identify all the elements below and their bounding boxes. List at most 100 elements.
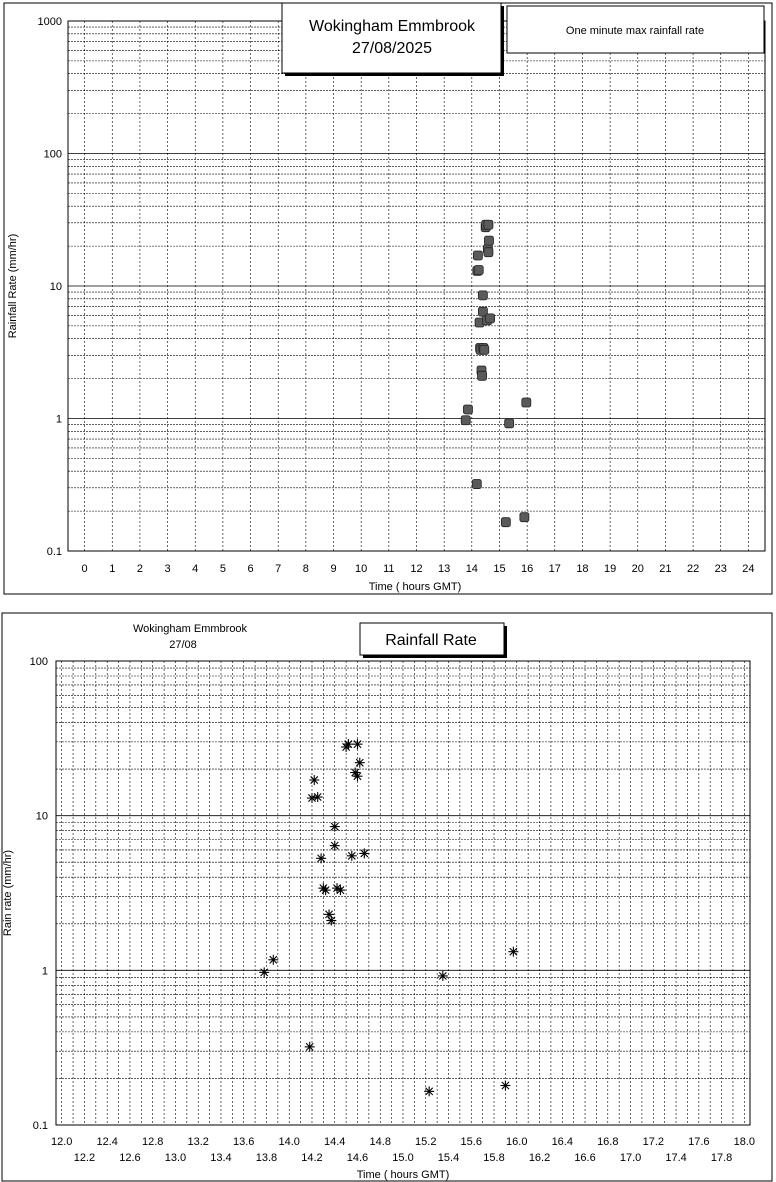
x-tick-label: 15.0 <box>392 1152 413 1164</box>
data-point <box>508 946 519 957</box>
x-tick-label: 8 <box>303 563 309 575</box>
x-tick-label: 12 <box>410 563 422 575</box>
bottom-date: 27/08 <box>169 639 197 651</box>
x-tick-label: 1 <box>109 563 115 575</box>
data-point <box>304 1041 315 1052</box>
x-tick-label: 2 <box>137 563 143 575</box>
x-tick-label: 14.0 <box>279 1136 300 1148</box>
x-tick-label: 15.8 <box>483 1152 504 1164</box>
x-tick-label: 17 <box>549 563 561 575</box>
y-tick-label: 1 <box>56 414 62 426</box>
x-tick-label: 13 <box>438 563 450 575</box>
x-tick-label: 13.0 <box>165 1152 186 1164</box>
x-tick-label: 6 <box>247 563 253 575</box>
bottom-plot-frame <box>55 660 751 1126</box>
x-tick-label: 12.8 <box>142 1136 163 1148</box>
top-chart-title: Wokingham Emmbrook <box>309 18 476 35</box>
data-point <box>335 885 346 896</box>
bottom-x-axis-label: Time ( hours GMT) <box>357 1169 450 1181</box>
y-tick-label: 10 <box>50 281 62 293</box>
x-tick-label: 9 <box>330 563 336 575</box>
x-tick-label: 17.6 <box>688 1136 709 1148</box>
data-point <box>352 771 363 782</box>
data-point <box>343 739 354 750</box>
x-tick-label: 11 <box>383 563 394 575</box>
x-tick-label: 15.4 <box>438 1152 459 1164</box>
top-legend-label: One minute max rainfall rate <box>566 25 704 37</box>
top-y-tick-labels: 0.1 1 10 100 1000 <box>38 16 62 558</box>
data-point <box>483 219 494 230</box>
data-point <box>504 418 515 429</box>
bottom-grid <box>56 661 750 1126</box>
x-tick-label: 14.6 <box>347 1152 368 1164</box>
data-point <box>259 967 270 978</box>
data-point <box>483 247 494 258</box>
y-tick-label: 100 <box>44 149 62 161</box>
x-tick-label: 16.4 <box>552 1136 573 1148</box>
x-tick-label: 17.2 <box>643 1136 664 1148</box>
top-x-tick-labels: 0 1 2 3 4 5 6 7 8 9 10 11 12 13 14 15 16 17 18 19 20 21 22 23 24 <box>82 563 755 575</box>
data-point <box>485 313 495 324</box>
data-point <box>268 954 279 965</box>
data-point <box>329 821 340 832</box>
x-tick-label: 12.2 <box>74 1152 95 1164</box>
x-tick-label: 15 <box>493 563 505 575</box>
x-tick-label: 16.6 <box>574 1152 595 1164</box>
data-point <box>477 290 488 301</box>
x-tick-label: 14 <box>466 563 478 575</box>
bottom-x-tick-labels: 12.0 12.4 12.8 13.2 13.6 14.0 14.4 14.8 15.2 15.6… <box>51 1136 755 1164</box>
top-legend-box <box>506 5 765 54</box>
y-tick-label: 0.1 <box>47 546 62 558</box>
x-tick-label: 14.2 <box>301 1152 322 1164</box>
bottom-data-points <box>259 739 519 1097</box>
top-chart-subtitle: 27/08/2025 <box>352 40 432 57</box>
x-tick-label: 14.8 <box>370 1136 391 1148</box>
x-tick-label: 13.8 <box>256 1152 277 1164</box>
x-tick-label: 16.8 <box>597 1136 618 1148</box>
x-tick-label: 10 <box>355 563 367 575</box>
data-point <box>354 757 365 768</box>
data-point <box>479 344 490 355</box>
data-point <box>473 250 483 261</box>
y-tick-label: 0.1 <box>33 1120 48 1132</box>
y-tick-label: 10 <box>36 811 48 823</box>
data-point <box>473 265 484 275</box>
data-point <box>424 1086 435 1097</box>
x-tick-label: 3 <box>165 563 171 575</box>
x-tick-label: 18.0 <box>734 1136 755 1148</box>
x-tick-label: 16.0 <box>506 1136 527 1148</box>
x-tick-label: 21 <box>659 563 671 575</box>
y-tick-label: 1000 <box>38 16 62 28</box>
x-tick-label: 23 <box>715 563 727 575</box>
data-point <box>352 739 363 750</box>
data-point <box>359 848 370 859</box>
data-point <box>326 915 337 926</box>
data-point <box>316 853 327 864</box>
data-point <box>477 370 487 381</box>
data-point <box>500 1080 511 1091</box>
data-point <box>519 512 530 523</box>
y-tick-label: 1 <box>42 965 48 977</box>
data-point <box>521 397 532 408</box>
x-tick-label: 12.6 <box>119 1152 140 1164</box>
data-point <box>460 415 471 426</box>
x-tick-label: 7 <box>275 563 281 575</box>
y-tick-label: 100 <box>30 656 48 668</box>
top-y-axis-label: Rainfall Rate (mm/hr) <box>7 234 19 339</box>
x-tick-label: 15.2 <box>415 1136 436 1148</box>
top-title-box <box>281 2 502 74</box>
bottom-y-tick-labels: 0.1 1 10 100 <box>30 656 48 1132</box>
x-tick-label: 13.4 <box>210 1152 231 1164</box>
data-point <box>500 517 511 528</box>
top-x-axis-label: Time ( hours GMT) <box>369 581 462 593</box>
x-tick-label: 12.4 <box>96 1136 117 1148</box>
x-tick-label: 16.2 <box>529 1152 550 1164</box>
data-point <box>437 970 448 981</box>
x-tick-label: 13.6 <box>233 1136 254 1148</box>
x-tick-label: 14.4 <box>324 1136 345 1148</box>
bottom-y-axis-label: Rain rate (mm/hr) <box>2 850 14 936</box>
data-point <box>312 792 323 803</box>
x-tick-label: 19 <box>604 563 616 575</box>
data-point <box>320 885 331 896</box>
